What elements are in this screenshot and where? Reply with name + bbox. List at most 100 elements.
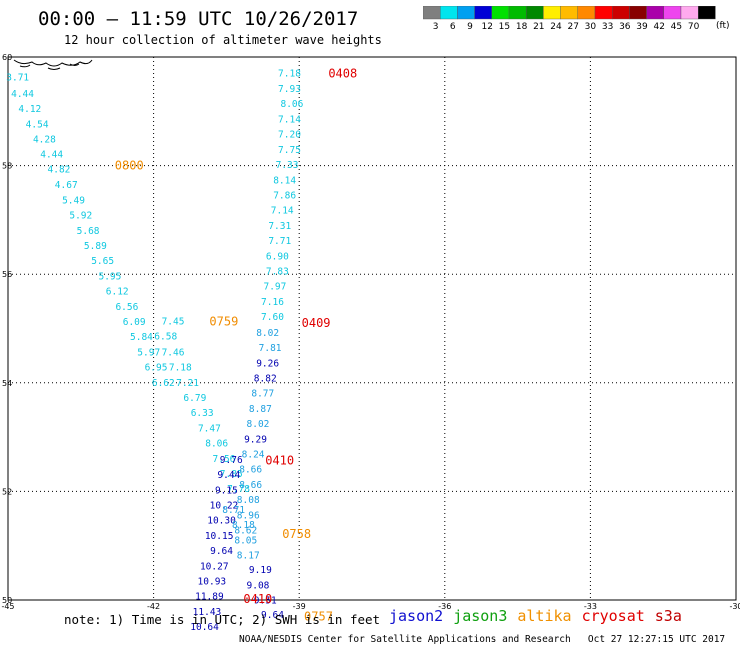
wave-height-value: 7.75 — [278, 145, 301, 156]
wave-height-value: 8.77 — [251, 389, 274, 400]
latitude-tick-label: 56 — [2, 270, 12, 279]
color-scale-label: 15 — [499, 22, 510, 32]
color-scale-label: 33 — [602, 22, 613, 32]
color-scale-label: 36 — [619, 22, 631, 32]
wave-height-value: 7.60 — [261, 312, 284, 323]
wave-height-value: 9.64 — [261, 610, 284, 621]
pass-0410-d: 9.19 9.08 9.51 9.64 0410 — [243, 565, 284, 621]
wave-height-value: 6.90 — [266, 251, 289, 262]
wave-height-value: 6.62 — [152, 378, 175, 389]
wave-height-value: 7.97 — [263, 282, 286, 293]
color-scale-label: 42 — [653, 22, 664, 32]
color-scale-label: 3 — [433, 22, 439, 32]
color-scale-label: 6 — [450, 22, 456, 32]
satellite-legend-item: s3a — [654, 607, 682, 625]
wave-height-value: 7.56 — [213, 454, 236, 465]
pass-time-label: 0410 — [243, 592, 272, 606]
wave-height-value: 8.14 — [273, 175, 296, 186]
wave-height-value: 9.64 — [210, 546, 233, 557]
wave-height-value: 7.31 — [268, 221, 291, 232]
pass-0757: 0757 — [304, 609, 333, 623]
satellite-legend-item: jason2 — [389, 607, 444, 625]
wave-height-value: 10.93 — [198, 577, 227, 588]
footnote: note: 1) Time is in UTC; 2) SWH is in fe… — [64, 612, 381, 627]
color-scale-label: 21 — [533, 22, 544, 32]
wave-height-value: 4.44 — [40, 150, 63, 161]
longitude-tick-label: -39 — [293, 602, 306, 611]
longitude-tick-label: -33 — [584, 602, 597, 611]
wave-height-value: 7.81 — [259, 343, 282, 354]
wave-height-value: 4.82 — [48, 164, 71, 175]
wave-height-value: 5.95 — [98, 271, 121, 282]
wave-height-value: 9.29 — [244, 434, 267, 445]
wave-height-value: 7.14 — [271, 206, 294, 217]
wave-height-value: 9.19 — [249, 565, 272, 576]
color-scale-label: 12 — [481, 22, 492, 32]
wave-height-value: 7.83 — [266, 266, 289, 277]
wave-height-value: 8.87 — [249, 404, 272, 415]
color-scale-label: 70 — [688, 22, 700, 32]
wave-height-value: 7.86 — [273, 190, 296, 201]
wave-height-value: 4.44 — [11, 89, 34, 100]
wave-height-value: 6.09 — [123, 317, 146, 328]
pass-0759: 7.45 6.58 7.46 7.18 7.21 6.79 6.33 7.47 8.06 7.56… — [154, 314, 250, 495]
wave-height-value: 7.33 — [276, 160, 299, 171]
wave-height-value: 10.64 — [190, 622, 219, 633]
wave-height-value: 9.15 — [215, 485, 238, 496]
satellite-legend-item: jason3 — [453, 607, 508, 625]
wave-height-value: 8.82 — [254, 373, 277, 384]
longitude-tick-label: -45 — [1, 602, 14, 611]
credit-line: NOAA/NESDIS Center for Satellite Applica… — [239, 634, 726, 645]
wave-height-value: 4.67 — [55, 180, 78, 191]
color-scale-legend: 3 6 9 12 15 18 21 24 27 30 33 36 39 42 45 70 — [423, 6, 716, 32]
wave-height-value: 8.66 — [239, 480, 262, 491]
wave-height-value: 7.18 — [169, 363, 192, 374]
pass-0409-c: 8.77 8.87 8.02 — [247, 389, 275, 430]
color-scale-unit: (ft) — [716, 21, 730, 31]
latitude-tick-label: 52 — [2, 487, 12, 496]
wave-height-value: 5.92 — [69, 211, 92, 222]
wave-height-value: 10.27 — [200, 561, 229, 572]
wave-height-value: 6.79 — [183, 393, 206, 404]
wave-height-value: 8.66 — [239, 465, 262, 476]
wave-height-value: 9.51 — [254, 596, 277, 607]
wave-height-value: 5.65 — [91, 256, 114, 267]
color-scale-label: 30 — [585, 22, 597, 32]
wave-height-value: 8.24 — [242, 449, 265, 460]
wave-height-value: 11.43 — [193, 607, 222, 618]
wave-height-value: 11.89 — [195, 592, 224, 603]
page-subtitle: 12 hour collection of altimeter wave hei… — [64, 33, 382, 47]
wave-height-value: 7.16 — [261, 297, 284, 308]
map-frame — [7, 56, 737, 601]
color-scale-label: 18 — [516, 22, 528, 32]
wave-height-value: 5.84 — [130, 332, 153, 343]
wave-height-value: 8.71 — [222, 505, 245, 516]
wave-height-value: 4.12 — [18, 104, 41, 115]
wave-height-value: 7.18 — [278, 68, 301, 79]
wave-height-value: 6.56 — [115, 302, 138, 313]
wave-height-value: 3.71 — [6, 73, 29, 84]
wave-height-value: 8.06 — [280, 99, 303, 110]
wave-height-value: 10.15 — [205, 531, 234, 542]
pass-time-label: 0408 — [328, 66, 357, 80]
wave-height-value: 6.58 — [154, 332, 177, 343]
wave-height-value: 8.18 — [232, 520, 255, 531]
wave-height-value: 7.93 — [278, 84, 301, 95]
pass-time-label: 0759 — [209, 314, 238, 328]
wave-height-value: 6.95 — [145, 363, 168, 374]
wave-height-value: 6.33 — [191, 408, 214, 419]
wave-height-value: 7.47 — [198, 423, 221, 434]
pass-0758: 8.71 8.18 8.05 8.17 0758 — [222, 505, 311, 562]
wave-height-value: 10.22 — [210, 501, 239, 512]
color-scale-label: 24 — [550, 22, 562, 32]
wave-height-value: 6.12 — [106, 287, 129, 298]
pass-time-label: 0800 — [115, 159, 144, 173]
pass-0410-c: 9.76 9.44 9.15 10.22 10.30 10.15 9.64 10.27 10.9… — [190, 455, 243, 633]
satellite-legend: jason2 jason3 altika cryosat s3a — [389, 607, 692, 625]
wave-height-value: 8.62 — [234, 525, 257, 536]
coastline — [13, 59, 93, 70]
wave-height-value: 8.08 — [237, 495, 260, 506]
latitude-tick-label: 60 — [2, 53, 12, 62]
color-scale-label: 39 — [636, 22, 648, 32]
color-scale-swatch — [698, 6, 716, 20]
